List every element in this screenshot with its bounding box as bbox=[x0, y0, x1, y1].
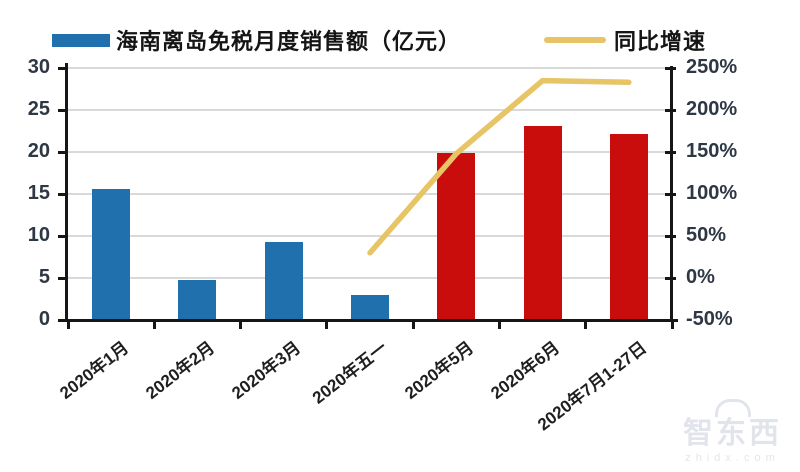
left-axis-tick-label: 25 bbox=[27, 98, 50, 120]
left-axis-tick-label: 0 bbox=[38, 308, 50, 330]
x-axis-tick bbox=[325, 320, 329, 329]
x-axis-tick bbox=[66, 320, 70, 329]
watermark-arc-icon bbox=[714, 399, 751, 417]
right-axis-tick bbox=[665, 108, 676, 112]
right-axis-tick bbox=[665, 276, 676, 280]
left-axis-tick bbox=[58, 108, 67, 112]
left-axis-tick-label: 30 bbox=[27, 56, 50, 78]
gridline bbox=[68, 151, 672, 153]
right-axis-tick-label: -50% bbox=[686, 308, 733, 330]
x-axis-tick bbox=[584, 320, 588, 329]
x-axis-tick bbox=[411, 320, 415, 329]
x-axis-tick bbox=[670, 320, 674, 329]
left-axis-tick bbox=[58, 192, 67, 196]
left-axis-tick bbox=[58, 276, 67, 280]
x-axis-tick bbox=[497, 320, 501, 329]
gridline bbox=[68, 277, 672, 279]
bar-2020年6月 bbox=[523, 125, 562, 320]
bar-2020年3月 bbox=[264, 241, 303, 320]
x-axis-category-label: 2020年3月 bbox=[228, 337, 305, 403]
watermark-domain: zhidx.com bbox=[685, 452, 780, 464]
line-series-label: 同比增速 bbox=[614, 29, 707, 54]
x-axis-tick bbox=[152, 320, 156, 329]
x-axis-category-label: 2020年1月 bbox=[56, 337, 132, 403]
x-axis-category-label: 2020年5月 bbox=[401, 337, 478, 403]
watermark: 智东西 zhidx.com bbox=[683, 399, 782, 464]
legend-item-line-series: 同比增速 bbox=[544, 24, 706, 56]
bar-series-label: 海南离岛免税月度销售额（亿元） bbox=[116, 29, 462, 54]
right-axis-tick-label: 50% bbox=[686, 224, 727, 246]
growth-line bbox=[367, 77, 632, 256]
right-axis-tick-label: 150% bbox=[686, 140, 738, 162]
bar-2020年2月 bbox=[178, 279, 217, 320]
gridline bbox=[68, 109, 672, 111]
right-axis-tick bbox=[665, 192, 676, 196]
bar-2020年7月1-27日 bbox=[609, 133, 648, 320]
x-axis-category-label: 2020年6月 bbox=[487, 337, 564, 403]
right-axis-tick-label: 200% bbox=[686, 98, 738, 120]
right-axis-tick bbox=[665, 234, 676, 238]
left-axis-tick bbox=[58, 150, 67, 154]
bar-2020年1月 bbox=[92, 188, 131, 320]
legend-item-bar-series: 海南离岛免税月度销售额（亿元） bbox=[52, 24, 461, 56]
gridline bbox=[68, 193, 672, 195]
right-axis-tick bbox=[665, 150, 676, 154]
left-axis-tick-label: 20 bbox=[27, 140, 50, 162]
line-series-swatch bbox=[544, 37, 606, 43]
left-axis-tick bbox=[58, 318, 67, 322]
x-axis-category-label: 2020年2月 bbox=[142, 337, 219, 403]
left-axis-tick bbox=[58, 66, 67, 70]
left-axis-tick-label: 15 bbox=[27, 182, 50, 204]
right-axis-tick-label: 100% bbox=[686, 182, 738, 204]
bar-series-swatch bbox=[52, 33, 110, 47]
bar-2020年五一 bbox=[351, 294, 389, 320]
right-axis-tick-label: 250% bbox=[686, 56, 738, 78]
left-axis-tick-label: 10 bbox=[27, 224, 50, 246]
x-axis-tick bbox=[239, 320, 243, 329]
x-axis-category-label: 2020年五一 bbox=[309, 337, 391, 408]
watermark-title: 智东西 bbox=[683, 417, 782, 450]
gridline bbox=[68, 67, 672, 69]
bar-2020年5月 bbox=[437, 152, 476, 320]
x-axis-line bbox=[58, 319, 678, 322]
left-axis-tick bbox=[58, 234, 67, 238]
gridline bbox=[68, 235, 672, 237]
right-axis-tick-label: 0% bbox=[686, 266, 715, 288]
right-axis-tick bbox=[665, 66, 676, 70]
left-axis-tick-label: 5 bbox=[38, 266, 50, 288]
